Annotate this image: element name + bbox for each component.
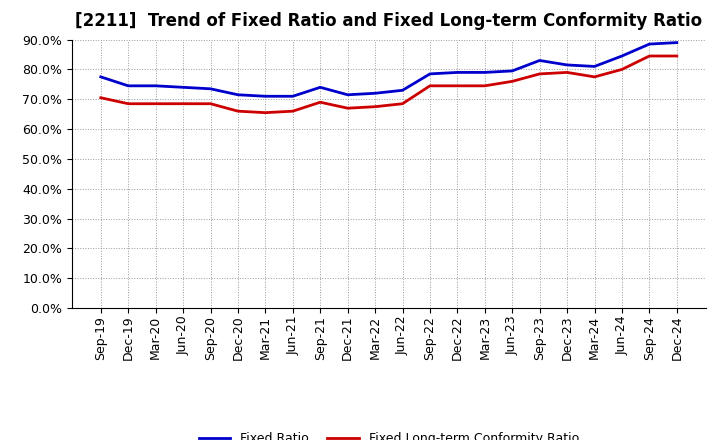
Fixed Long-term Conformity Ratio [453, 83, 462, 88]
Title: [2211]  Trend of Fixed Ratio and Fixed Long-term Conformity Ratio: [2211] Trend of Fixed Ratio and Fixed Lo… [75, 12, 703, 30]
Fixed Long-term Conformity Ratio [289, 109, 297, 114]
Legend: Fixed Ratio, Fixed Long-term Conformity Ratio: Fixed Ratio, Fixed Long-term Conformity … [194, 427, 584, 440]
Fixed Long-term Conformity Ratio [426, 83, 434, 88]
Fixed Long-term Conformity Ratio [398, 101, 407, 106]
Fixed Ratio [508, 68, 516, 73]
Fixed Ratio [371, 91, 379, 96]
Fixed Ratio [261, 94, 270, 99]
Fixed Long-term Conformity Ratio [480, 83, 489, 88]
Fixed Long-term Conformity Ratio [124, 101, 132, 106]
Fixed Ratio [96, 74, 105, 80]
Fixed Long-term Conformity Ratio [563, 70, 572, 75]
Fixed Long-term Conformity Ratio [672, 53, 681, 59]
Fixed Long-term Conformity Ratio [645, 53, 654, 59]
Fixed Ratio [398, 88, 407, 93]
Fixed Long-term Conformity Ratio [618, 67, 626, 72]
Fixed Ratio [206, 86, 215, 92]
Fixed Long-term Conformity Ratio [590, 74, 599, 80]
Fixed Ratio [316, 84, 325, 90]
Fixed Ratio [179, 84, 187, 90]
Fixed Long-term Conformity Ratio [206, 101, 215, 106]
Fixed Ratio [453, 70, 462, 75]
Fixed Long-term Conformity Ratio [179, 101, 187, 106]
Fixed Ratio [426, 71, 434, 77]
Line: Fixed Long-term Conformity Ratio: Fixed Long-term Conformity Ratio [101, 56, 677, 113]
Fixed Ratio [151, 83, 160, 88]
Fixed Long-term Conformity Ratio [371, 104, 379, 109]
Fixed Ratio [672, 40, 681, 45]
Fixed Ratio [618, 53, 626, 59]
Fixed Ratio [233, 92, 242, 97]
Fixed Ratio [343, 92, 352, 97]
Fixed Long-term Conformity Ratio [343, 106, 352, 111]
Fixed Long-term Conformity Ratio [261, 110, 270, 115]
Fixed Ratio [536, 58, 544, 63]
Fixed Ratio [645, 41, 654, 47]
Fixed Long-term Conformity Ratio [233, 109, 242, 114]
Fixed Long-term Conformity Ratio [536, 71, 544, 77]
Fixed Ratio [289, 94, 297, 99]
Fixed Long-term Conformity Ratio [508, 79, 516, 84]
Line: Fixed Ratio: Fixed Ratio [101, 43, 677, 96]
Fixed Ratio [480, 70, 489, 75]
Fixed Long-term Conformity Ratio [316, 99, 325, 105]
Fixed Ratio [563, 62, 572, 68]
Fixed Long-term Conformity Ratio [96, 95, 105, 100]
Fixed Long-term Conformity Ratio [151, 101, 160, 106]
Fixed Ratio [124, 83, 132, 88]
Fixed Ratio [590, 64, 599, 69]
